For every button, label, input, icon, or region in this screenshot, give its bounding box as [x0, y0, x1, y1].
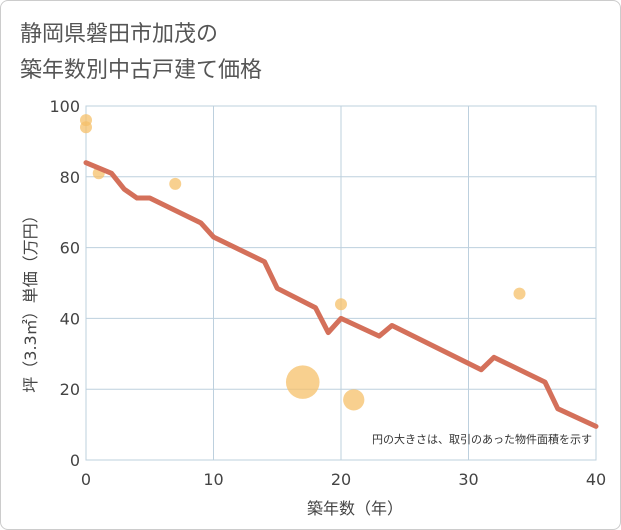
x-tick-label: 30 — [458, 470, 478, 489]
x-tick-label: 10 — [203, 470, 223, 489]
chart-title: 静岡県磐田市加茂の 築年数別中古戸建て価格 — [20, 17, 262, 89]
y-tick-label: 0 — [70, 451, 80, 470]
transaction-bubble — [335, 298, 347, 311]
transaction-bubble — [513, 287, 526, 300]
x-axis-label: 築年数（年） — [307, 499, 403, 518]
transaction-bubble — [169, 177, 182, 190]
trend-line — [83, 160, 599, 429]
bubble-layer — [80, 114, 526, 411]
grid — [85, 105, 597, 461]
bubble-size-note: 円の大きさは、取引のあった物件面積を示す — [372, 432, 592, 446]
y-tick-label: 40 — [60, 309, 80, 328]
y-tick-label: 20 — [60, 380, 80, 399]
y-tick-label: 80 — [60, 168, 80, 187]
x-tick-label: 40 — [586, 470, 606, 489]
transaction-bubble — [80, 121, 92, 134]
y-tick-label: 60 — [60, 239, 80, 258]
tick-layer: 0 10 20 30 40 0 20 40 60 80 100 — [49, 97, 606, 489]
chart-title-line-2: 築年数別中古戸建て価格 — [20, 58, 263, 83]
chart-title-line-1: 静岡県磐田市加茂の — [20, 22, 219, 47]
y-axis-label: 坪（3.3㎡）単価（万円） — [21, 207, 40, 392]
x-tick-label: 20 — [331, 470, 351, 489]
transaction-bubble — [343, 389, 365, 411]
y-tick-label: 100 — [49, 97, 80, 116]
transaction-bubble — [285, 365, 320, 399]
trend-layer — [83, 160, 599, 429]
x-tick-label: 0 — [81, 470, 91, 489]
